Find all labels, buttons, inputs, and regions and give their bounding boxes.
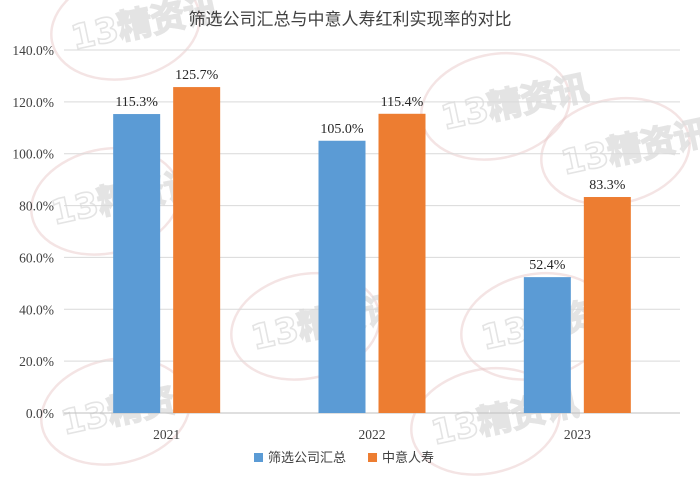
legend-swatch bbox=[254, 453, 263, 462]
bar bbox=[318, 140, 366, 413]
svg-text:13精资讯: 13精资讯 bbox=[438, 68, 592, 138]
legend-label: 中意人寿 bbox=[382, 450, 434, 466]
y-tick-label: 0.0% bbox=[26, 406, 54, 421]
y-tick-label: 80.0% bbox=[19, 199, 54, 214]
data-label: 83.3% bbox=[589, 178, 626, 193]
data-label: 52.4% bbox=[529, 258, 566, 273]
y-tick-label: 20.0% bbox=[19, 354, 54, 369]
data-labels: 115.3% 125.7% 105.0% 115.4% 52.4% 83.3% bbox=[115, 68, 625, 273]
legend-item[interactable]: 中意人寿 bbox=[368, 450, 434, 466]
bar bbox=[378, 113, 426, 413]
gridlines bbox=[64, 49, 680, 414]
legend-item[interactable]: 筛选公司汇总 bbox=[254, 451, 346, 466]
bar bbox=[523, 277, 571, 413]
y-tick-label: 40.0% bbox=[19, 302, 54, 317]
bar bbox=[583, 197, 631, 413]
data-label: 125.7% bbox=[175, 68, 219, 83]
y-tick-label: 120.0% bbox=[12, 95, 54, 110]
data-label: 115.4% bbox=[381, 95, 424, 110]
y-axis-ticks: 0.0% 20.0% 40.0% 60.0% 80.0% 100.0% 120.0% 140.… bbox=[12, 43, 54, 421]
legend-swatch bbox=[368, 453, 378, 462]
bar bbox=[173, 87, 221, 414]
x-axis-ticks: 2021 2022 2023 bbox=[153, 427, 591, 442]
data-label: 105.0% bbox=[320, 122, 364, 137]
chart-title: 筛选公司汇总与中意人寿红利实现率的对比 bbox=[189, 10, 512, 30]
legend-label: 筛选公司汇总 bbox=[268, 451, 346, 466]
y-tick-label: 140.0% bbox=[12, 43, 54, 58]
y-tick-label: 60.0% bbox=[19, 250, 54, 265]
x-tick-label: 2022 bbox=[359, 427, 386, 442]
legend[interactable]: 筛选公司汇总 中意人寿 bbox=[254, 450, 434, 466]
x-tick-label: 2023 bbox=[564, 427, 591, 442]
bars bbox=[113, 87, 631, 414]
x-tick-label: 2021 bbox=[153, 427, 180, 442]
data-label: 115.3% bbox=[115, 95, 158, 110]
y-tick-label: 100.0% bbox=[12, 147, 54, 162]
bar bbox=[113, 114, 161, 413]
